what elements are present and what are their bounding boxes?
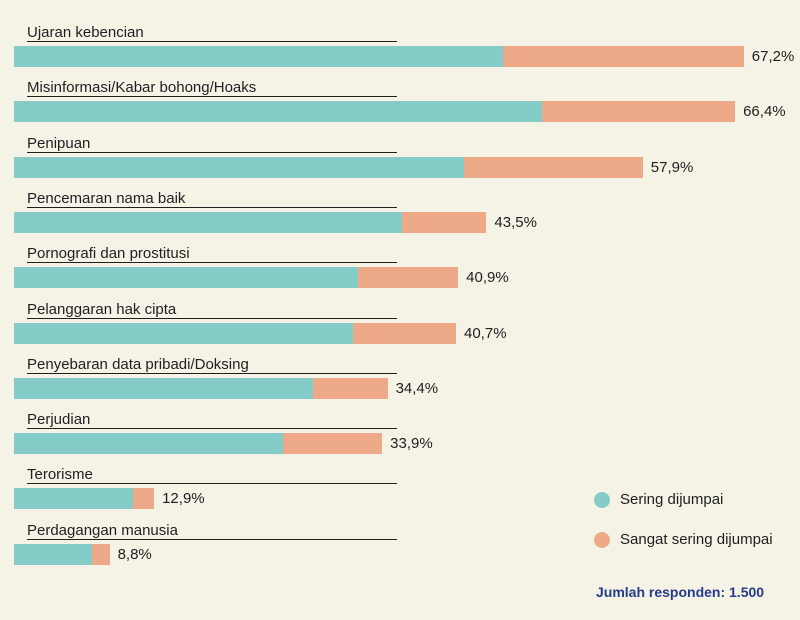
bar-row: Terorisme 12,9% — [0, 466, 800, 522]
bar-row: Pencemaran nama baik 43,5% — [0, 190, 800, 246]
bar-segment-very-often — [358, 267, 459, 289]
bar-row: Pornografi dan prostitusi 40,9% — [0, 245, 800, 301]
category-underline — [27, 428, 397, 430]
bar-segment-very-often — [502, 46, 744, 67]
bar-segment-often — [14, 543, 93, 565]
legend-label-very-often: Sangat sering dijumpai — [620, 531, 773, 548]
category-underline — [27, 317, 397, 319]
bar-row: Penyebaran data pribadi/Doksing 34,4% — [0, 356, 800, 412]
category-underline — [27, 483, 397, 485]
category-label: Pencemaran nama baik — [27, 189, 186, 207]
category-underline — [27, 538, 397, 540]
bar-segment-often — [14, 156, 464, 178]
total-value-label: 40,9% — [466, 269, 509, 287]
bar-segment-very-often — [463, 156, 643, 178]
category-underline — [27, 206, 397, 208]
bar-segment-very-often — [312, 377, 388, 399]
bar-segment-often — [14, 46, 503, 67]
bar-row: Penipuan 57,9% — [0, 135, 800, 191]
legend-swatch-often — [594, 492, 610, 508]
category-label: Pelanggaran hak cipta — [27, 300, 177, 318]
total-value-label: 8,8% — [117, 545, 152, 563]
category-label: Pornografi dan prostitusi — [27, 245, 190, 263]
bar-segment-often — [14, 322, 353, 344]
category-underline — [27, 372, 397, 374]
legend-item-often: Sering dijumpai — [594, 488, 794, 512]
bar-segment-very-often — [541, 101, 736, 123]
bar-segment-very-often — [133, 488, 155, 510]
category-label: Perjudian — [27, 411, 91, 429]
legend-item-very-often: Sangat sering dijumpai — [594, 528, 794, 552]
respondent-count-note: Jumlah responden: 1.500 — [596, 584, 765, 600]
total-value-label: 34,4% — [395, 379, 439, 397]
total-value-label: 40,7% — [464, 324, 507, 342]
bar-row: Misinformasi/Kabar bohong/Hoaks 66,4% — [0, 79, 800, 135]
bar-segment-very-often — [92, 543, 110, 565]
category-label: Ujaran kebencian — [27, 24, 144, 41]
bar-segment-often — [14, 101, 542, 123]
legend: Sering dijumpai Sangat sering dijumpai — [594, 488, 794, 568]
bar-row: Ujaran kebencian 67,2% — [0, 24, 800, 80]
bar-segment-often — [14, 433, 284, 455]
legend-swatch-very-often — [594, 532, 610, 548]
total-value-label: 43,5% — [494, 213, 537, 231]
total-value-label: 33,9% — [390, 435, 433, 453]
legend-label-often: Sering dijumpai — [620, 491, 724, 508]
bar-row: Perdagangan manusia 8,8% — [0, 522, 800, 578]
bar-segment-often — [14, 267, 359, 289]
bar-segment-very-often — [283, 433, 383, 455]
bar-segment-very-often — [352, 322, 456, 344]
bar-row: Pelanggaran hak cipta 40,7% — [0, 301, 800, 357]
category-underline — [27, 96, 397, 98]
category-label: Perdagangan manusia — [27, 521, 178, 539]
bar-segment-very-often — [401, 211, 487, 233]
total-value-label: 12,9% — [162, 490, 205, 508]
category-label: Penipuan — [27, 134, 91, 152]
category-underline — [27, 262, 397, 264]
category-label: Terorisme — [27, 466, 93, 484]
category-label: Penyebaran data pribadi/Doksing — [27, 355, 249, 373]
total-value-label: 57,9% — [650, 158, 694, 176]
bar-segment-often — [14, 211, 402, 233]
bar-row: Perjudian 33,9% — [0, 411, 800, 467]
total-value-label: 66,4% — [743, 103, 786, 121]
bar-segment-often — [14, 488, 134, 510]
category-underline — [27, 151, 397, 153]
bar-segment-often — [14, 377, 313, 399]
category-label: Misinformasi/Kabar bohong/Hoaks — [27, 79, 257, 97]
total-value-label: 67,2% — [751, 48, 795, 65]
category-underline — [27, 41, 397, 42]
